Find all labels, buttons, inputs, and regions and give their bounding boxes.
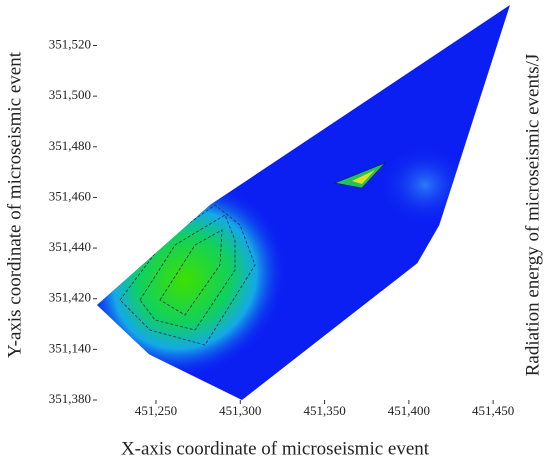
x-tick-label: 451,450	[472, 403, 514, 418]
x-tick-label: 451,300	[219, 403, 261, 418]
contour-line	[139, 214, 236, 331]
y-tick-label: 351,500	[49, 87, 91, 102]
x-tick-label: 451,350	[303, 403, 345, 418]
x-tick-label: 451,400	[388, 403, 430, 418]
y-tick-label: 351,480	[49, 138, 91, 153]
colorbar-title: Radiation energy of microseismic events/…	[522, 54, 543, 377]
x-axis-title: X-axis coordinate of microseismic event	[121, 438, 430, 459]
y-tick-label: 351,380	[49, 391, 91, 406]
contour-line	[159, 229, 223, 316]
y-axis-title: Y-axis coordinate of microseismic event	[4, 51, 25, 358]
x-tick-label: 451,250	[135, 403, 177, 418]
contour-cyan-area	[380, 145, 470, 225]
contour-hotspot-core	[352, 170, 375, 184]
y-tick-label: 351,440	[49, 239, 91, 254]
contour-hotspot	[333, 162, 386, 189]
y-tick-label: 351,460	[49, 188, 91, 203]
y-tick-label: 351,420	[49, 290, 91, 305]
y-tick-label: 351,140	[49, 340, 91, 355]
y-tick-label: 351,520	[49, 36, 91, 51]
